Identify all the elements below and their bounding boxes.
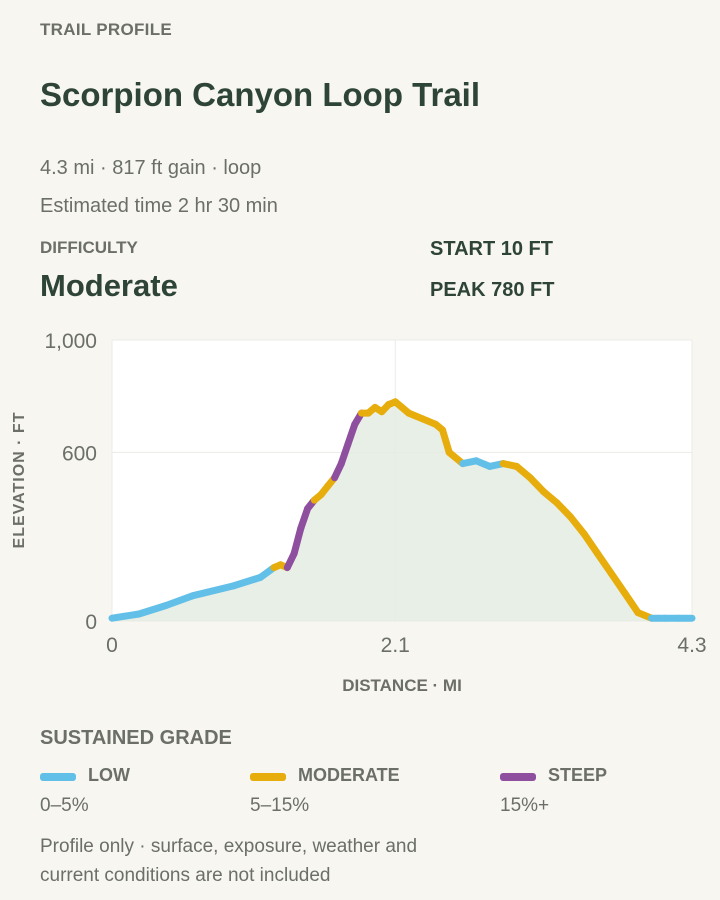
- eyebrow-label: TRAIL PROFILE: [40, 20, 173, 39]
- x-tick-label: 2.1: [381, 634, 410, 657]
- elevation-area: [112, 401, 692, 621]
- trail-summary: 4.3 mi · 817 ft gain · loop: [40, 157, 262, 179]
- y-axis-label: ELEVATION · FT: [11, 412, 28, 549]
- difficulty-label: DIFFICULTY: [40, 238, 138, 257]
- profile-segment-moderate: [567, 513, 588, 538]
- y-tick-label: 1,000: [44, 330, 97, 353]
- elevation-line: [108, 398, 696, 622]
- legend-range-low: 0–5%: [40, 795, 89, 816]
- y-axis-ticks: 0 600 1,000: [44, 330, 97, 634]
- legend-swatch-moderate: [250, 773, 286, 781]
- profile-segment-low: [189, 582, 237, 600]
- x-tick-label: 0: [106, 634, 118, 657]
- profile-segment-moderate: [594, 550, 615, 577]
- profile-segment-steep: [290, 524, 305, 558]
- footnote: Profile only · surface, exposure, weathe…: [40, 836, 418, 886]
- legend-title: SUSTAINED GRADE: [40, 727, 232, 749]
- difficulty-value: Moderate: [40, 268, 178, 303]
- profile-segment-low: [108, 610, 143, 622]
- legend-name-steep: STEEP: [548, 765, 608, 785]
- x-tick-label: 4.3: [677, 634, 706, 657]
- profile-segment-low: [229, 573, 264, 590]
- start-elevation: START 10 FT: [430, 238, 553, 260]
- legend-name-low: LOW: [88, 765, 130, 785]
- legend-swatch-steep: [500, 773, 536, 781]
- profile-segment-moderate: [580, 530, 602, 558]
- profile-segment-low: [135, 602, 170, 618]
- profile-segment-low: [162, 592, 197, 609]
- y-tick-label: 600: [62, 442, 97, 465]
- page-title: Scorpion Canyon Loop Trail: [40, 76, 481, 113]
- profile-segment-moderate: [439, 426, 453, 456]
- x-axis-label: DISTANCE · MI: [342, 676, 462, 695]
- legend-range-moderate: 5–15%: [250, 795, 310, 816]
- y-tick-label: 0: [85, 611, 97, 634]
- legend-swatch-low: [40, 773, 76, 781]
- legend-name-moderate: MODERATE: [298, 765, 400, 785]
- elevation-chart: 0 600 1,000 0 2.1 4.3 ELEVATION · FT DISTANC…: [11, 330, 707, 695]
- legend-range-steep: 15%+: [500, 795, 550, 816]
- peak-elevation: PEAK 780 FT: [430, 279, 555, 301]
- profile-segment-moderate: [607, 569, 629, 597]
- x-axis-ticks: 0 2.1 4.3: [106, 634, 706, 657]
- estimated-time: Estimated time 2 hr 30 min: [40, 195, 278, 217]
- profile-segment-moderate: [621, 589, 642, 617]
